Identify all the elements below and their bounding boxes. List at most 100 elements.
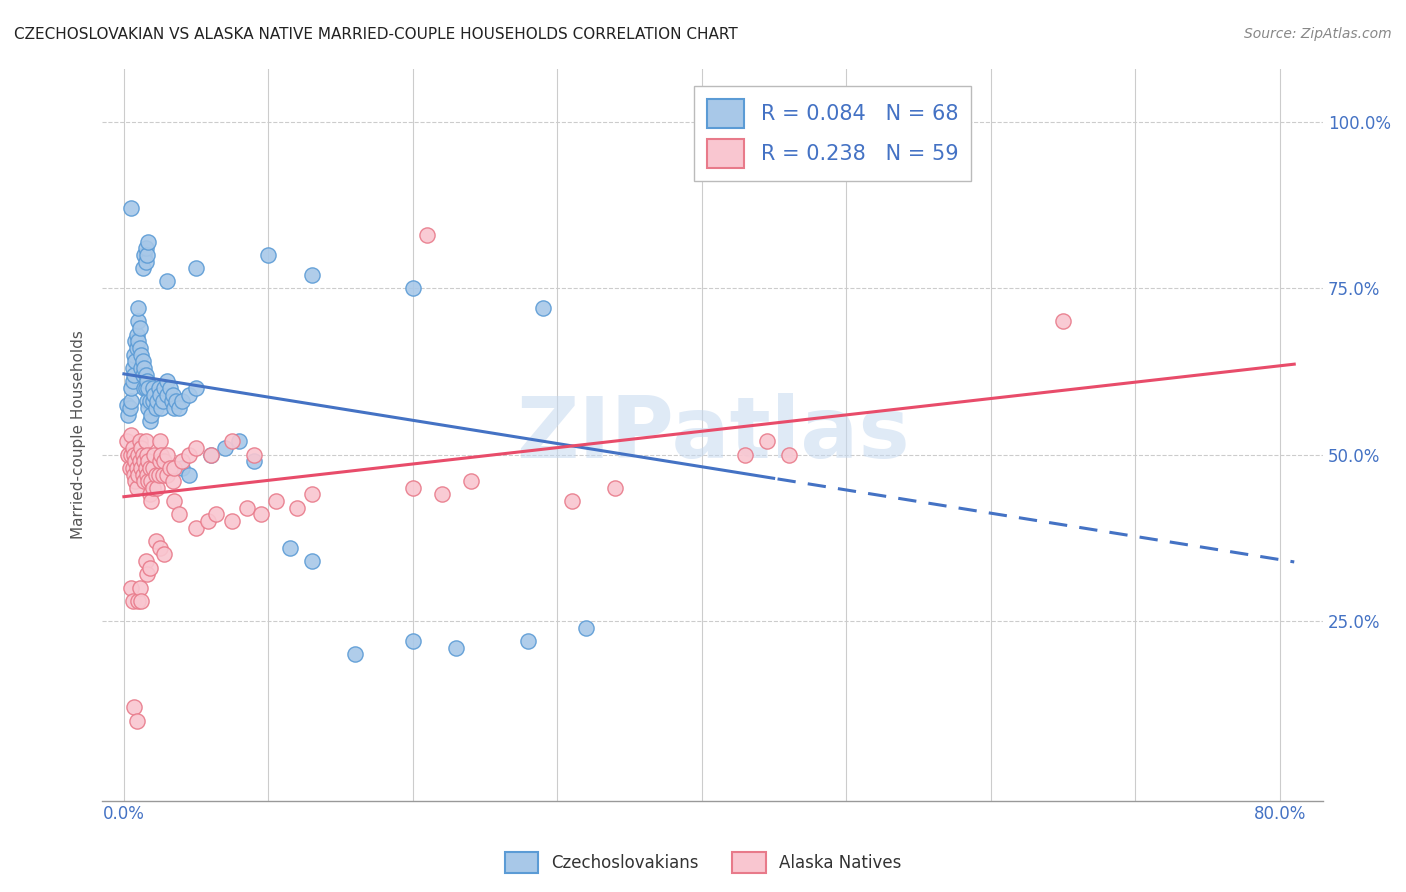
Point xyxy=(145,401,167,415)
Point xyxy=(138,474,160,488)
Point xyxy=(131,368,153,382)
Point xyxy=(120,581,142,595)
Point xyxy=(139,487,162,501)
Point xyxy=(142,394,165,409)
Point xyxy=(125,341,148,355)
Point xyxy=(150,401,173,415)
Point xyxy=(142,481,165,495)
Point xyxy=(135,381,157,395)
Text: ZIPatlas: ZIPatlas xyxy=(516,393,910,476)
Point xyxy=(139,394,162,409)
Point xyxy=(141,474,163,488)
Point xyxy=(177,467,200,482)
Point xyxy=(129,348,152,362)
Point xyxy=(132,474,155,488)
Point xyxy=(125,481,148,495)
Point xyxy=(132,361,155,376)
Point xyxy=(122,348,145,362)
Point xyxy=(132,381,155,395)
Point xyxy=(135,434,157,449)
Text: CZECHOSLOVAKIAN VS ALASKA NATIVE MARRIED-COUPLE HOUSEHOLDS CORRELATION CHART: CZECHOSLOVAKIAN VS ALASKA NATIVE MARRIED… xyxy=(14,27,738,42)
Point xyxy=(115,434,138,449)
Point xyxy=(124,454,146,468)
Point xyxy=(120,381,142,395)
Point xyxy=(444,640,467,655)
Point xyxy=(184,441,207,455)
Point xyxy=(129,361,152,376)
Point xyxy=(127,314,149,328)
Point xyxy=(143,387,166,401)
Point xyxy=(301,268,323,282)
Point xyxy=(755,434,778,449)
Point xyxy=(170,454,193,468)
Point xyxy=(163,494,186,508)
Point xyxy=(575,621,598,635)
Point xyxy=(184,261,207,276)
Point xyxy=(135,368,157,382)
Point xyxy=(131,467,153,482)
Point xyxy=(124,354,146,368)
Point xyxy=(121,374,143,388)
Point xyxy=(127,448,149,462)
Point xyxy=(149,434,172,449)
Point xyxy=(228,434,250,449)
Point xyxy=(139,414,162,428)
Point xyxy=(402,633,425,648)
Point xyxy=(184,521,207,535)
Point xyxy=(131,448,153,462)
Point xyxy=(149,454,172,468)
Point xyxy=(127,467,149,482)
Point xyxy=(460,474,482,488)
Point xyxy=(153,547,176,561)
Point xyxy=(125,327,148,342)
Point xyxy=(138,381,160,395)
Point xyxy=(561,494,583,508)
Point xyxy=(162,474,184,488)
Point xyxy=(778,448,800,462)
Point xyxy=(402,481,425,495)
Y-axis label: Married-couple Households: Married-couple Households xyxy=(72,330,86,539)
Point xyxy=(131,261,153,276)
Point xyxy=(278,541,301,555)
Point xyxy=(159,460,181,475)
Point xyxy=(184,381,207,395)
Point xyxy=(153,454,176,468)
Point xyxy=(250,508,273,522)
Point xyxy=(122,448,145,462)
Point xyxy=(141,408,163,422)
Point xyxy=(170,460,193,475)
Point xyxy=(127,594,149,608)
Point xyxy=(149,387,172,401)
Legend: Czechoslovakians, Alaska Natives: Czechoslovakians, Alaska Natives xyxy=(498,846,908,880)
Point xyxy=(138,235,160,249)
Point xyxy=(243,454,266,468)
Point xyxy=(136,248,159,262)
Point xyxy=(135,460,157,475)
Point xyxy=(121,361,143,376)
Point xyxy=(402,281,425,295)
Point xyxy=(128,341,150,355)
Point xyxy=(146,481,169,495)
Point xyxy=(122,368,145,382)
Point xyxy=(124,474,146,488)
Point xyxy=(129,441,152,455)
Point xyxy=(301,487,323,501)
Point xyxy=(163,401,186,415)
Point xyxy=(416,227,439,242)
Point xyxy=(124,334,146,349)
Text: Source: ZipAtlas.com: Source: ZipAtlas.com xyxy=(1244,27,1392,41)
Point xyxy=(145,467,167,482)
Point xyxy=(136,394,159,409)
Point xyxy=(177,387,200,401)
Point xyxy=(221,514,243,528)
Point xyxy=(200,448,222,462)
Point xyxy=(167,401,190,415)
Point xyxy=(121,460,143,475)
Point xyxy=(156,467,179,482)
Point xyxy=(605,481,627,495)
Point xyxy=(177,448,200,462)
Point xyxy=(156,374,179,388)
Point xyxy=(135,254,157,268)
Point xyxy=(135,554,157,568)
Point xyxy=(214,441,236,455)
